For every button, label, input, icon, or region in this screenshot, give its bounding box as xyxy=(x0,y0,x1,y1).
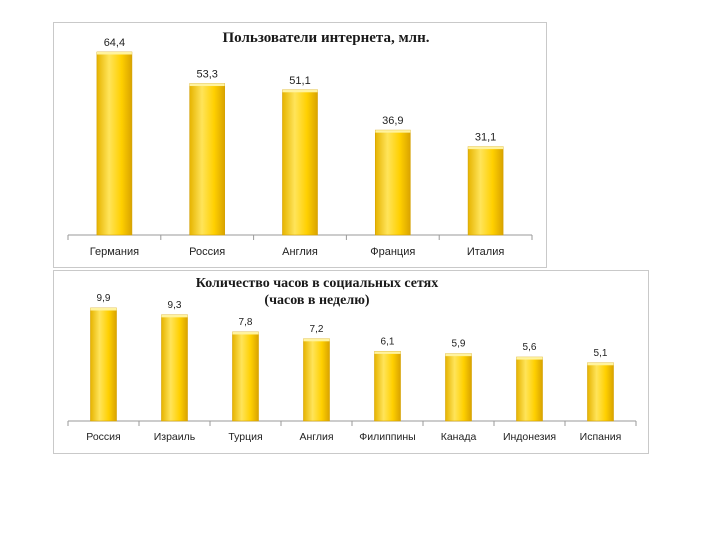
bar-top-highlight xyxy=(445,353,472,357)
bar-top-highlight xyxy=(516,357,543,360)
x-tick-label: Германия xyxy=(90,246,139,258)
bar-Англия xyxy=(282,89,318,236)
data-label: 9,9 xyxy=(97,293,111,304)
x-tick-label: Индонезия xyxy=(503,431,556,443)
bar-Россия xyxy=(90,307,117,422)
x-tick-label: Англия xyxy=(282,246,318,258)
chart-panel-social-hours: Количество часов в социальных сетях (час… xyxy=(53,270,649,454)
x-tick-label: Израиль xyxy=(154,431,196,443)
bar-Франция xyxy=(374,129,411,236)
data-label: 5,9 xyxy=(452,339,466,350)
bar-top-highlight xyxy=(587,362,614,366)
bar-Италия xyxy=(467,146,504,236)
data-label: 7,2 xyxy=(310,324,324,335)
data-label: 9,3 xyxy=(168,300,182,311)
x-tick-label: Франция xyxy=(370,246,415,258)
data-label: 53,3 xyxy=(196,69,217,81)
bar-top-highlight xyxy=(468,146,504,150)
bar-Турция xyxy=(232,331,259,422)
bar-Германия xyxy=(96,51,133,236)
data-label: 7,8 xyxy=(239,317,253,328)
bar-Англия xyxy=(303,338,330,422)
bar-top-highlight xyxy=(96,52,132,55)
bar-Индонезия xyxy=(516,356,543,422)
data-label: 64,4 xyxy=(104,37,125,49)
bar-top-highlight xyxy=(232,331,259,335)
data-label: 36,9 xyxy=(382,115,403,127)
chart-panel-internet-users: Пользователи интернета, млн. 64,4 Германи… xyxy=(53,22,547,268)
x-tick-label: Россия xyxy=(189,246,225,258)
bar-Филиппины xyxy=(374,351,401,422)
data-label: 6,1 xyxy=(381,336,395,347)
x-tick-label: Россия xyxy=(86,431,120,443)
x-tick-label: Филиппины xyxy=(359,431,415,443)
bar-top-highlight xyxy=(374,351,401,354)
bar-Канада xyxy=(445,353,472,422)
chart-social-hours: Количество часов в социальных сетях (час… xyxy=(67,276,637,443)
chart-subtitle: (часов в неделю) xyxy=(264,293,369,308)
x-tick-label: Англия xyxy=(299,431,333,443)
chart-title: Количество часов в социальных сетях xyxy=(196,276,439,291)
x-tick-label: Италия xyxy=(467,246,505,258)
x-tick-label: Испания xyxy=(580,431,622,443)
chart-internet-users: Пользователи интернета, млн. 64,4 Германи… xyxy=(67,30,533,258)
bar-top-highlight xyxy=(161,314,188,318)
bar-Израиль xyxy=(161,314,188,422)
data-label: 51,1 xyxy=(289,75,310,87)
bar-top-highlight xyxy=(90,308,117,311)
x-tick-label: Канада xyxy=(441,431,477,443)
data-label: 5,1 xyxy=(594,348,608,359)
bar-top-highlight xyxy=(282,89,318,93)
bar-top-highlight xyxy=(189,83,225,87)
chart-title: Пользователи интернета, млн. xyxy=(223,30,430,46)
bar-top-highlight xyxy=(375,130,411,133)
bar-top-highlight xyxy=(303,338,330,342)
bar-Испания xyxy=(587,362,614,422)
bar-Россия xyxy=(189,83,225,236)
data-label: 31,1 xyxy=(475,132,496,144)
x-tick-label: Турция xyxy=(228,431,262,443)
data-label: 5,6 xyxy=(523,342,537,353)
